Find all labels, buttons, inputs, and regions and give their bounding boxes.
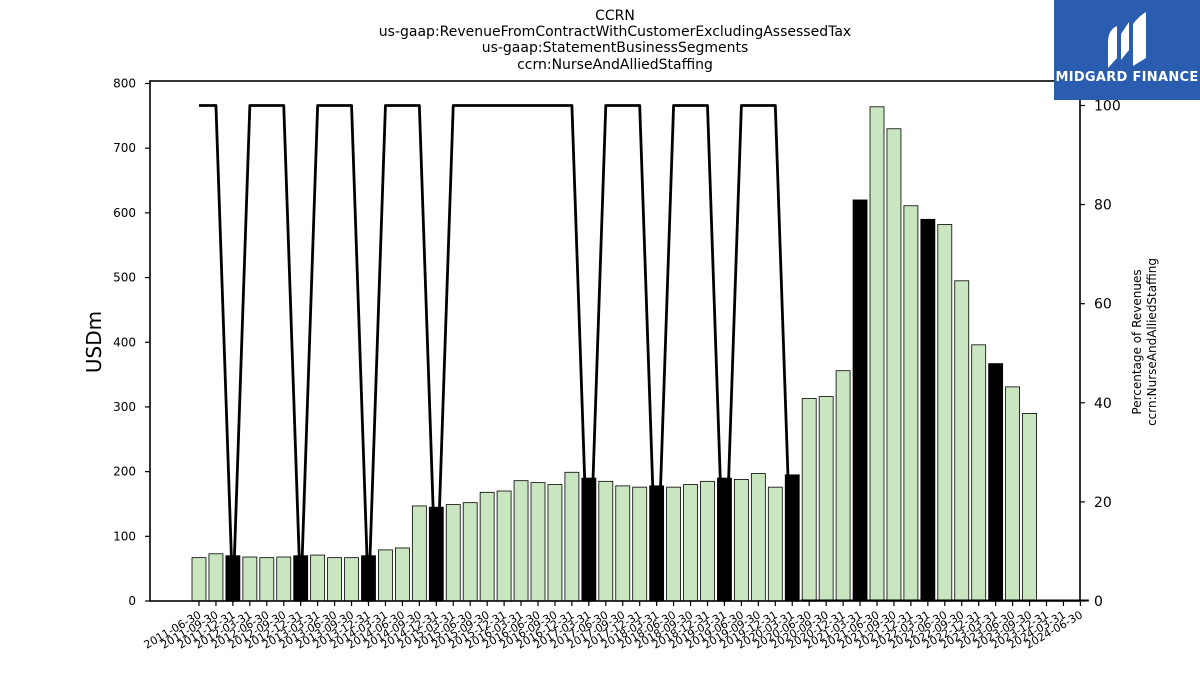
y-axis-left: 0 100 200 300 400 500 600 700 800: [113, 77, 150, 608]
bar: [1022, 413, 1037, 602]
plot-frame: [149, 80, 1081, 602]
bar: [632, 486, 648, 602]
bar: [954, 280, 970, 602]
bar: [547, 484, 563, 602]
y-tick-label: 500: [113, 271, 136, 285]
bar: [259, 557, 275, 602]
bar: [666, 486, 681, 602]
bar-highlight: [852, 199, 868, 602]
bar: [818, 396, 834, 602]
bar: [479, 491, 495, 602]
bar: [1005, 386, 1020, 602]
bar: [242, 556, 258, 602]
y-tick-label: 800: [113, 77, 136, 91]
y2-tick-label: 40: [1094, 396, 1112, 412]
bar: [700, 480, 715, 602]
bar: [869, 106, 885, 602]
percentage-line: [199, 104, 794, 603]
bar: [378, 549, 393, 602]
chart-title-line: CCRN: [595, 8, 635, 24]
y-tick-label: 0: [128, 594, 136, 608]
bar: [462, 502, 478, 602]
bar: [615, 485, 631, 602]
y-tick-label: 700: [113, 141, 136, 155]
y-tick-label: 300: [113, 400, 136, 414]
logo: MIDGARD FINANCE: [1054, 0, 1200, 100]
bar: [310, 554, 326, 602]
y2-tick-label: 0: [1094, 594, 1103, 610]
y-axis-label: USDm: [82, 311, 106, 373]
y-axis-right: 0 20 40 60 80 100: [1080, 99, 1121, 610]
bar: [767, 486, 783, 602]
bar-highlight: [988, 363, 1004, 602]
chart-title-line: us-gaap:RevenueFromContractWithCustomerE…: [379, 24, 851, 40]
y2-tick-label: 60: [1094, 297, 1112, 313]
logo-mark-icon: [1108, 12, 1146, 68]
bar: [344, 557, 359, 602]
bar: [496, 490, 512, 602]
y-tick-label: 600: [113, 206, 136, 220]
bar: [801, 398, 817, 602]
bar: [937, 224, 953, 602]
x-axis: 2011-06-302011-09-302011-12-312012-03-31…: [142, 601, 1085, 652]
bar: [530, 482, 546, 602]
bar: [903, 205, 919, 602]
bar-series: [191, 106, 1037, 602]
y-tick-label: 400: [113, 335, 136, 349]
y2-tick-label: 100: [1094, 99, 1121, 115]
bar: [445, 504, 461, 602]
bar: [886, 128, 902, 602]
bar: [683, 484, 698, 602]
bar: [411, 505, 427, 602]
bar: [734, 478, 749, 602]
y-tick-label: 100: [113, 529, 136, 543]
bar: [327, 557, 343, 602]
y-tick-label: 200: [113, 465, 136, 479]
chart-title-line: us-gaap:StatementBusinessSegments: [482, 40, 749, 56]
bar: [971, 344, 987, 602]
y2-axis-label-line: ccrn:NurseAndAlliedStaffing: [1145, 258, 1159, 426]
bar: [513, 480, 529, 602]
bar: [598, 480, 614, 602]
chart-title-line: ccrn:NurseAndAlliedStaffing: [517, 57, 713, 73]
bar: [191, 557, 207, 602]
bar: [208, 553, 224, 602]
chart-title: CCRN us-gaap:RevenueFromContractWithCust…: [379, 8, 851, 73]
bar: [750, 473, 766, 602]
y2-axis-label-line: Percentage of Revenues: [1130, 269, 1144, 414]
bar: [835, 370, 851, 602]
line-series: [199, 104, 794, 603]
bar: [394, 547, 410, 602]
bar-highlight: [920, 218, 936, 602]
bar: [564, 471, 580, 602]
logo-text: MIDGARD FINANCE: [1055, 70, 1198, 85]
y2-tick-label: 20: [1094, 495, 1112, 511]
y2-tick-label: 80: [1094, 198, 1112, 214]
bar: [276, 556, 292, 602]
